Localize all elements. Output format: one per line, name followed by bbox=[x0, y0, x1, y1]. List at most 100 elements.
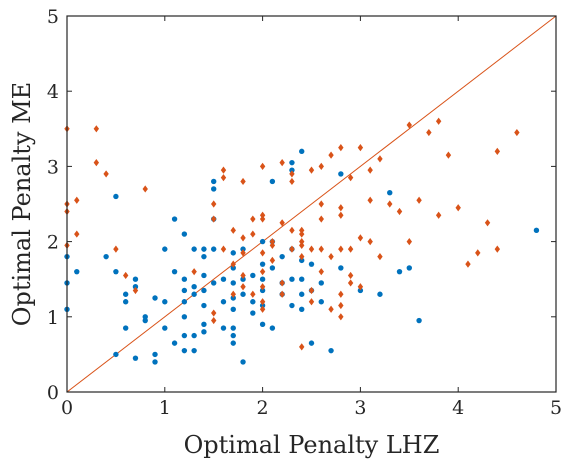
dot-marker bbox=[289, 302, 295, 309]
diamond-marker bbox=[259, 268, 266, 276]
diamond-marker bbox=[211, 309, 217, 317]
dot-marker bbox=[132, 284, 139, 290]
x-tick-label: 3 bbox=[354, 397, 366, 419]
dot-marker bbox=[259, 238, 266, 245]
dot-marker bbox=[338, 171, 344, 177]
y-tick-label: 5 bbox=[47, 6, 59, 28]
diamond-marker bbox=[250, 215, 256, 223]
dot-marker bbox=[259, 287, 266, 294]
dot-marker bbox=[122, 325, 129, 331]
dot-marker bbox=[230, 332, 236, 339]
diamond-marker bbox=[455, 204, 461, 212]
dot-marker bbox=[338, 265, 344, 271]
dot-marker bbox=[211, 186, 217, 192]
diamond-marker bbox=[338, 290, 344, 298]
diamond-marker bbox=[308, 298, 315, 306]
diamond-marker bbox=[269, 256, 276, 264]
diamond-marker bbox=[299, 226, 305, 234]
diamond-marker bbox=[142, 185, 148, 193]
dot-marker bbox=[162, 299, 168, 305]
diamond-marker bbox=[230, 260, 236, 268]
dot-marker bbox=[406, 265, 412, 271]
dot-marker bbox=[318, 299, 324, 305]
x-tick-label: 1 bbox=[159, 397, 171, 419]
dot-marker bbox=[289, 167, 295, 173]
diamond-marker bbox=[475, 249, 481, 257]
dot-marker bbox=[357, 287, 364, 294]
diamond-marker bbox=[416, 196, 422, 204]
y-tick-label: 3 bbox=[47, 156, 59, 178]
diamond-marker bbox=[367, 238, 373, 246]
x-tick-label: 2 bbox=[257, 397, 269, 419]
diamond-marker bbox=[220, 174, 227, 182]
dot-marker bbox=[211, 178, 217, 185]
dot-marker bbox=[308, 261, 315, 267]
dot-marker bbox=[122, 291, 129, 297]
dot-marker bbox=[103, 253, 109, 260]
diamond-marker bbox=[220, 166, 227, 174]
diamond-marker bbox=[299, 343, 305, 351]
diamond-marker bbox=[406, 238, 412, 246]
diamond-marker bbox=[259, 211, 266, 219]
dot-marker bbox=[211, 280, 217, 286]
dot-marker bbox=[132, 276, 139, 282]
y-tick-label: 2 bbox=[47, 232, 59, 254]
dot-marker bbox=[181, 332, 188, 339]
diamond-marker bbox=[318, 215, 324, 223]
dot-marker bbox=[191, 347, 197, 354]
diamond-marker bbox=[259, 249, 266, 257]
dot-marker bbox=[259, 261, 266, 267]
diamond-marker bbox=[299, 230, 305, 238]
dot-marker bbox=[220, 276, 227, 282]
diamond-marker bbox=[338, 211, 344, 219]
y-axis-label: Optimal Penalty ME bbox=[8, 82, 36, 326]
y-tick-label: 1 bbox=[47, 307, 59, 329]
diamond-marker bbox=[289, 226, 295, 234]
x-tick-label: 4 bbox=[452, 397, 464, 419]
diamond-marker bbox=[74, 196, 80, 204]
diamond-marker bbox=[338, 144, 344, 152]
dot-marker bbox=[152, 351, 158, 358]
diamond-marker bbox=[240, 177, 246, 186]
diamond-marker bbox=[328, 305, 334, 313]
dot-marker bbox=[269, 178, 276, 185]
dot-marker bbox=[152, 295, 158, 301]
dot-marker bbox=[191, 332, 197, 339]
identity-reference-line bbox=[66, 15, 557, 393]
dot-marker bbox=[250, 299, 256, 305]
x-axis-label: Optimal Penalty LHZ bbox=[184, 431, 440, 459]
diamond-marker bbox=[367, 166, 373, 174]
diamond-marker bbox=[377, 155, 383, 163]
diamond-marker bbox=[259, 305, 266, 313]
dot-marker bbox=[181, 314, 188, 320]
diamond-marker bbox=[465, 260, 471, 268]
diamond-marker bbox=[211, 316, 217, 325]
diamond-marker bbox=[328, 151, 334, 159]
dot-marker bbox=[299, 291, 305, 297]
diamond-marker bbox=[338, 301, 344, 310]
diamond-marker bbox=[289, 245, 295, 253]
diamond-marker bbox=[338, 204, 344, 212]
dot-marker bbox=[171, 340, 178, 346]
diamond-marker bbox=[318, 268, 324, 276]
diamond-marker bbox=[240, 283, 246, 291]
dot-marker bbox=[289, 159, 295, 166]
dot-marker bbox=[230, 280, 236, 286]
dot-marker bbox=[191, 284, 197, 290]
dot-marker bbox=[259, 321, 266, 328]
dot-marker bbox=[220, 325, 227, 331]
dot-marker bbox=[113, 351, 119, 358]
diamond-marker bbox=[357, 144, 364, 152]
diamond-marker bbox=[445, 151, 452, 159]
diamond-marker bbox=[122, 271, 129, 280]
dot-marker bbox=[230, 265, 236, 271]
dot-marker bbox=[289, 276, 295, 282]
dot-marker bbox=[113, 193, 119, 200]
dot-marker bbox=[269, 265, 276, 271]
dot-marker bbox=[181, 231, 188, 237]
diamond-marker bbox=[318, 245, 324, 253]
dot-marker bbox=[201, 272, 207, 279]
diamond-marker bbox=[279, 290, 285, 298]
diamond-marker bbox=[377, 253, 383, 261]
diamond-marker bbox=[308, 166, 315, 174]
